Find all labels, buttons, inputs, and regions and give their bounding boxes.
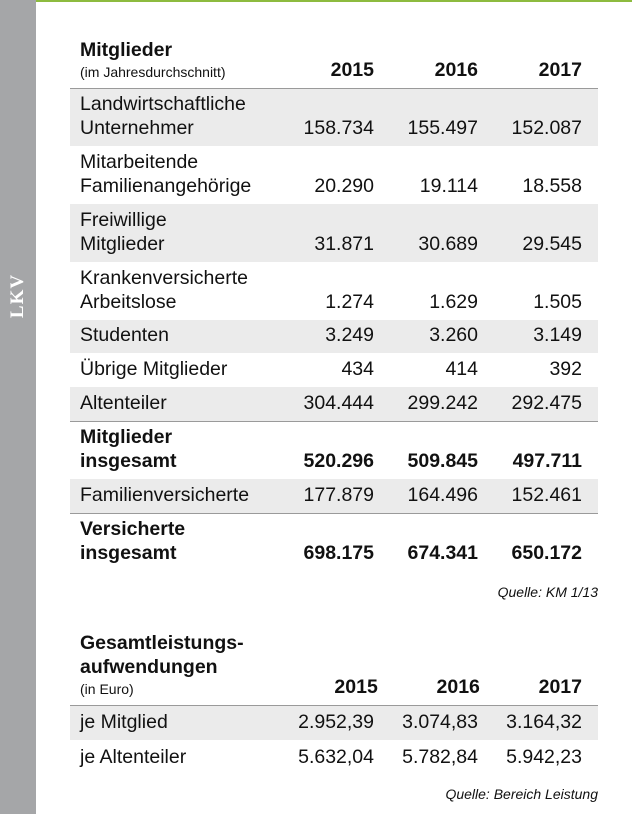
row-value: 18.558 <box>522 175 582 197</box>
table-header: Mitglieder (im Jahresdurchschnitt) 2015 201… <box>70 34 598 88</box>
table-row: Altenteiler 304.444 299.242 292.475 <box>70 387 598 421</box>
row-value: 3.249 <box>325 324 374 346</box>
row-value: 3.164,32 <box>506 711 582 733</box>
benefits-table: Gesamtleistungs-aufwendungen (in Euro) 201… <box>70 628 598 775</box>
table-subtitle: (im Jahresdurchschnitt) <box>80 64 226 80</box>
source-note-1: Quelle: KM 1/13 <box>497 584 598 600</box>
row-value: 1.629 <box>429 291 478 313</box>
row-value: 2.952,39 <box>298 711 374 733</box>
row-label: Freiwillige Mitglieder <box>80 209 167 255</box>
year-header: 2016 <box>436 676 480 698</box>
row-value: 650.172 <box>511 542 583 564</box>
table-row: Mitglieder insgesamt 520.296 509.845 497.71… <box>70 421 598 479</box>
year-header: 2017 <box>538 59 582 81</box>
table-row: je Mitglied 2.952,39 3.074,83 3.164,32 <box>70 705 598 740</box>
row-label: Landwirtschaftliche Unternehmer <box>80 93 246 139</box>
table-row: Übrige Mitglieder 434 414 392 <box>70 353 598 387</box>
row-value: 392 <box>549 358 582 380</box>
row-label: Altenteiler <box>80 392 167 414</box>
row-value: 30.689 <box>418 233 478 255</box>
row-label: Versicherte insgesamt <box>80 518 186 564</box>
row-value: 164.496 <box>407 484 479 506</box>
row-label: Krankenversicherte Arbeitslose <box>80 267 248 313</box>
row-label: Mitglieder insgesamt <box>80 426 177 472</box>
table-row: je Altenteiler 5.632,04 5.782,84 5.942,23 <box>70 740 598 775</box>
row-value: 155.497 <box>407 117 479 139</box>
row-value: 5.782,84 <box>402 746 478 768</box>
table-title: Gesamtleistungs-aufwendungen <box>80 632 244 678</box>
year-header: 2015 <box>334 676 378 698</box>
row-value: 31.871 <box>314 233 374 255</box>
sidebar-label: LKV <box>7 273 28 319</box>
row-value: 304.444 <box>303 392 375 414</box>
row-value: 1.505 <box>533 291 582 313</box>
table-header: Gesamtleistungs-aufwendungen (in Euro) 201… <box>70 628 598 705</box>
row-value: 20.290 <box>314 175 374 197</box>
table-row: Familienversicherte 177.879 164.496 152.461 <box>70 479 598 513</box>
year-header: 2016 <box>434 59 478 81</box>
table-row: Landwirtschaftliche Unternehmer 158.734 15… <box>70 88 598 146</box>
year-header: 2015 <box>330 59 374 81</box>
row-value: 177.879 <box>303 484 375 506</box>
table-row: Versicherte insgesamt 698.175 674.341 650.1… <box>70 513 598 571</box>
row-label: Übrige Mitglieder <box>80 358 228 380</box>
table-row: Mitarbeitende Familienangehörige 20.290 19… <box>70 146 598 204</box>
row-label: Studenten <box>80 324 169 346</box>
row-value: 29.545 <box>522 233 582 255</box>
row-value: 497.711 <box>512 450 582 472</box>
table-row: Studenten 3.249 3.260 3.149 <box>70 320 598 353</box>
year-header: 2017 <box>538 676 582 698</box>
table-subtitle: (in Euro) <box>80 681 134 697</box>
row-value: 434 <box>341 358 374 380</box>
row-value: 3.074,83 <box>402 711 478 733</box>
row-value: 152.087 <box>511 117 583 139</box>
row-value: 292.475 <box>511 392 583 414</box>
table-row: Krankenversicherte Arbeitslose 1.274 1.629… <box>70 262 598 320</box>
row-value: 152.461 <box>511 484 583 506</box>
row-value: 674.341 <box>407 542 479 564</box>
row-value: 3.149 <box>533 324 582 346</box>
row-value: 414 <box>445 358 478 380</box>
row-label: je Altenteiler <box>80 746 187 768</box>
members-table: Mitglieder (im Jahresdurchschnitt) 2015 201… <box>70 34 598 571</box>
row-label: je Mitglied <box>80 711 168 733</box>
table-row: Freiwillige Mitglieder 31.871 30.689 29.545 <box>70 204 598 262</box>
row-value: 5.942,23 <box>506 746 582 768</box>
row-label: Mitarbeitende Familienangehörige <box>80 151 252 197</box>
row-value: 509.845 <box>407 450 479 472</box>
sidebar: LKV <box>0 0 36 814</box>
row-value: 158.734 <box>303 117 375 139</box>
row-value: 5.632,04 <box>298 746 374 768</box>
row-value: 299.242 <box>407 392 479 414</box>
row-value: 520.296 <box>303 450 375 472</box>
table-title: Mitglieder <box>80 39 173 61</box>
row-label: Familienversicherte <box>80 484 250 506</box>
top-divider <box>36 0 632 2</box>
row-value: 19.114 <box>419 175 478 197</box>
row-value: 3.260 <box>429 324 478 346</box>
row-value: 1.274 <box>325 291 374 313</box>
row-value: 698.175 <box>303 542 375 564</box>
source-note-2: Quelle: Bereich Leistung <box>445 786 598 802</box>
